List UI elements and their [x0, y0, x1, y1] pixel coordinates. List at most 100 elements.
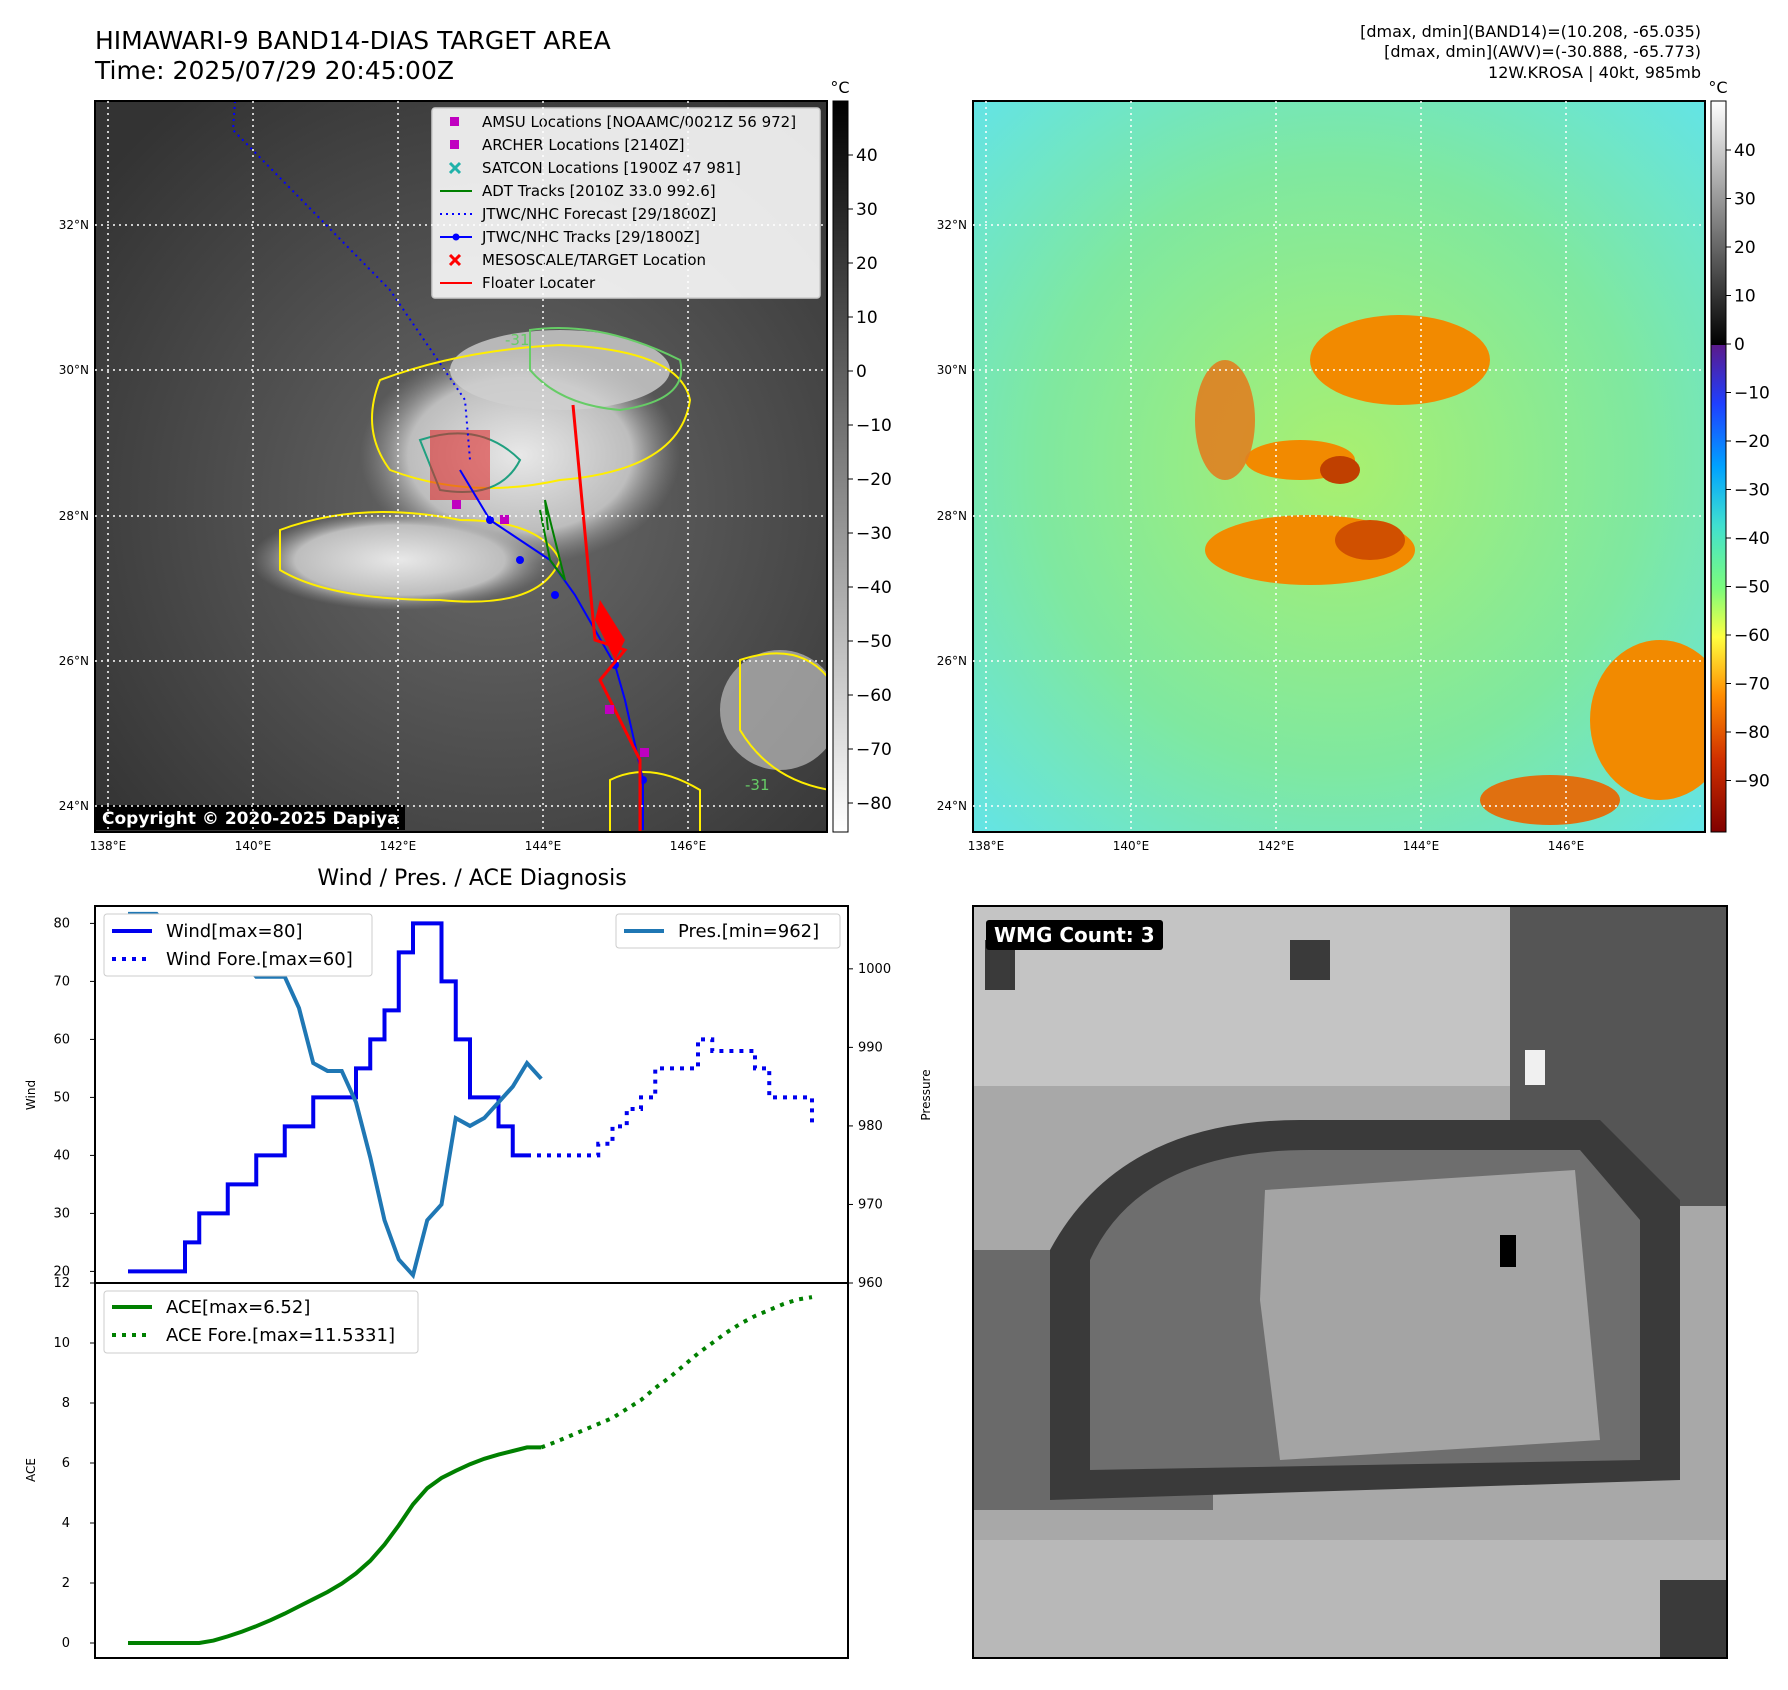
awv-colorbar-tick-label: −70 [1734, 675, 1770, 695]
contour-label-2: -31 [505, 331, 530, 349]
legend-label: MESOSCALE/TARGET Location [482, 251, 706, 269]
series-0-line [128, 921, 527, 1274]
ir-colorbar-tick-label: −30 [856, 524, 892, 544]
wmg-dark-patch-n [1290, 940, 1330, 980]
floater-locater-line [571, 404, 642, 832]
cloud-east [720, 650, 827, 770]
wind-ytick-label: 70 [53, 974, 70, 989]
awv-colorbar-tick-label: 0 [1734, 335, 1745, 355]
awv-colorbar-upper [1711, 101, 1726, 345]
legend-label: JTWC/NHC Tracks [29/1800Z] [481, 228, 700, 246]
chart-title: HIMAWARI-9 BAND14-DIAS TARGET AREA [95, 26, 611, 55]
contour-yellow-3 [739, 652, 827, 791]
ir-colorbar-tick-label: −50 [856, 632, 892, 652]
awv-colorbar-tick-label: −50 [1734, 578, 1770, 598]
awv-colorbar-tick-label: −80 [1734, 723, 1770, 743]
ir-colorbar-tick-label: −40 [856, 578, 892, 598]
legend-marker [450, 117, 459, 126]
awv-colorbar-frame [1710, 100, 1727, 833]
ace-ytick-label: 2 [62, 1576, 70, 1591]
wind-ytick-label: 50 [53, 1090, 70, 1105]
awv-colorbar-tick-label: 30 [1734, 190, 1756, 210]
awv-cold-top-north [1310, 315, 1490, 405]
ir-colorbar-tick-label: 30 [856, 200, 878, 220]
ace-axes [94, 1282, 849, 1659]
awv-colorbar-tick-label: −30 [1734, 481, 1770, 501]
wind-ytick-label: 30 [53, 1206, 70, 1221]
awv-colorbar-lower [1711, 345, 1726, 832]
pressure-legend-label: Pres.[min=962] [678, 921, 819, 942]
lon-tick-label: 146°E [1548, 839, 1585, 853]
floater-blob [595, 600, 625, 660]
ace-ytick-label: 8 [62, 1396, 70, 1411]
ace-ytick-label: 12 [53, 1276, 70, 1291]
copyright-badge [95, 805, 405, 830]
legend-label: Floater Locater [482, 274, 596, 292]
awv-map-panel [973, 101, 1705, 832]
contour-yellow-1 [371, 343, 692, 489]
legend-label: JTWC/NHC Forecast [29/1800Z] [481, 205, 716, 223]
wmg-frame [972, 905, 1728, 1659]
wind-legend-label: Wind[max=80] [166, 921, 303, 942]
contour-green-1 [529, 327, 683, 412]
awv-cold-south [1480, 775, 1620, 825]
wmg-count-badge: WMG Count: 3 [986, 920, 1163, 950]
lat-tick-label: 24°N [59, 799, 89, 813]
lat-tick-label: 32°N [937, 218, 967, 232]
lon-tick-label: 138°E [90, 839, 127, 853]
lat-tick-label: 30°N [59, 363, 89, 377]
pressure-legend-box [615, 913, 841, 949]
lon-tick-label: 142°E [380, 839, 417, 853]
amsu-archer-points [452, 500, 649, 757]
ir-colorbar-tick-label: 10 [856, 308, 878, 328]
legend-label: ADT Tracks [2010Z 33.0 992.6] [482, 182, 716, 200]
ir-colorbar-tick-label: −60 [856, 686, 892, 706]
ir-colorbar-tick-label: −70 [856, 740, 892, 760]
storm-info: 12W.KROSA | 40kt, 985mb [1488, 63, 1701, 82]
ir-map-frame [94, 100, 828, 833]
awv-colorbar-tick-label: −10 [1734, 384, 1770, 404]
legend-marker [450, 140, 459, 149]
wmg-panel [973, 906, 1727, 1658]
wind-ytick-label: 20 [53, 1264, 70, 1279]
awv-colorbar-unit: °C [1708, 78, 1727, 97]
lat-tick-label: 30°N [937, 363, 967, 377]
copyright-text: Copyright © 2020-2025 Dapiya [102, 809, 399, 829]
adt-track [539, 499, 566, 581]
contour-yellow-4 [609, 771, 701, 832]
lon-tick-label: 140°E [235, 839, 272, 853]
wind-ytick-label: 40 [53, 1148, 70, 1163]
ace-axis-label: ACE [24, 1458, 38, 1482]
awv-cold-east [1590, 640, 1705, 800]
ace-legend-label: ACE Fore.[max=11.5331] [166, 1325, 395, 1346]
ace-legend-label: ACE[max=6.52] [166, 1297, 310, 1318]
ir-colorbar-tick-label: −10 [856, 416, 892, 436]
lat-tick-label: 26°N [937, 654, 967, 668]
ir-colorbar-tick-label: −20 [856, 470, 892, 490]
ir-colorbar-unit: °C [830, 78, 849, 97]
ace-ytick-label: 10 [53, 1336, 70, 1351]
awv-colorbar-tick-label: 20 [1734, 238, 1756, 258]
ir-colorbar-tick-label: −80 [856, 794, 892, 814]
wmg-eye-pixel [1500, 1235, 1516, 1267]
diagnosis-title: Wind / Pres. / ACE Diagnosis [317, 866, 626, 891]
legend-label: SATCON Locations [1900Z 47 981] [482, 159, 741, 177]
awv-colorbar-tick-label: −20 [1734, 432, 1770, 452]
contour-label-1: -31 [745, 776, 770, 794]
lat-tick-label: 28°N [937, 509, 967, 523]
pressure-ytick-label: 1000 [858, 962, 891, 977]
wmg-dark-corner-se [1660, 1580, 1727, 1658]
lat-tick-label: 28°N [59, 509, 89, 523]
pressure-ytick-label: 960 [858, 1276, 883, 1291]
awv-colorbar-tick-label: 40 [1734, 141, 1756, 161]
cloud-band-west [250, 510, 550, 610]
ir-colorbar [832, 100, 849, 833]
ace-ytick-label: 6 [62, 1456, 70, 1471]
map-legend: AMSU Locations [NOAAMC/0021Z 56 972] ARCH… [431, 107, 821, 299]
ace-series-1-line [540, 1295, 813, 1450]
ace-legend-box [103, 1290, 419, 1354]
awv-core [1320, 456, 1360, 484]
lon-tick-label: 142°E [1258, 839, 1295, 853]
lon-tick-label: 144°E [1403, 839, 1440, 853]
awv-map-frame [972, 100, 1706, 833]
